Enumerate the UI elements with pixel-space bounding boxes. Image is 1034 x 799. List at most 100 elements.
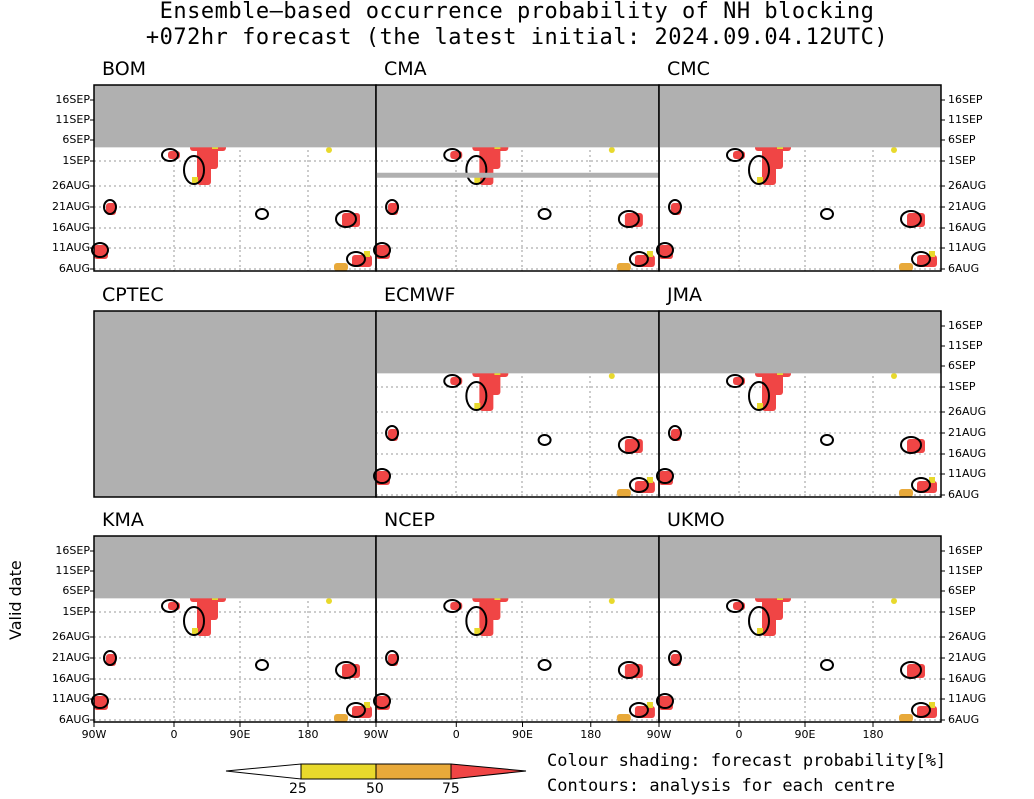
panel-label-ncep: NCEP (384, 509, 435, 531)
y-tick-label-right: 26AUG (948, 630, 987, 643)
probability-patch (891, 598, 897, 604)
analysis-contour (668, 650, 682, 666)
probability-cell (929, 477, 935, 483)
colorbar-label-75: 75 (442, 781, 460, 797)
y-tick-label-left: 21AUG (52, 651, 91, 664)
analysis-contour (628, 477, 649, 493)
y-tick-label-right: 11SEP (948, 564, 983, 577)
analysis-contour (255, 208, 269, 220)
y-tick-label-left: 6AUG (58, 713, 90, 726)
analysis-contour (911, 251, 931, 267)
panel-frame-cmc (658, 84, 942, 272)
y-tick-label-left: 6SEP (62, 584, 90, 597)
x-tick-label: 0 (452, 728, 460, 741)
y-tick-label-left: 11AUG (52, 241, 91, 254)
analysis-contour (373, 242, 392, 258)
probability-patch (769, 373, 783, 395)
panel-frame-jma (658, 310, 942, 498)
analysis-contour (911, 477, 931, 493)
y-tick-label-right: 16AUG (948, 221, 987, 234)
no-data-shading-cptec (94, 311, 376, 497)
analysis-contour (900, 661, 922, 679)
analysis-contour (465, 381, 488, 411)
no-data-shading-kma (94, 536, 376, 599)
y-tick-label-right: 16SEP (948, 93, 983, 106)
probability-cell (474, 628, 481, 634)
analysis-contour (183, 606, 205, 636)
probability-cell (757, 628, 763, 634)
panel-frame-ukmo (658, 535, 942, 723)
y-tick-label-left: 16SEP (55, 93, 90, 106)
y-tick-label-right: 16SEP (948, 319, 983, 332)
y-tick-label-right: 21AUG (948, 651, 987, 664)
analysis-contour (748, 606, 770, 636)
x-tick-label: 90E (794, 728, 816, 741)
analysis-contour (443, 374, 462, 388)
analysis-contour (617, 210, 640, 228)
analysis-contour (628, 251, 649, 267)
y-tick-label-left: 1SEP (62, 154, 90, 167)
panel-label-bom: BOM (102, 58, 147, 80)
analysis-contour (820, 659, 834, 671)
probability-patch (486, 598, 501, 620)
probability-patch (891, 147, 897, 153)
y-tick-label-right: 6SEP (948, 584, 976, 597)
analysis-contour (820, 208, 834, 220)
probability-patch (899, 714, 913, 722)
y-tick-label-right: 16AUG (948, 447, 987, 460)
probability-patch (486, 373, 501, 395)
y-tick-label-right: 1SEP (948, 380, 976, 393)
y-tick-label-left: 6SEP (62, 133, 90, 146)
y-tick-label-left: 16SEP (55, 544, 90, 557)
x-tick-label: 0 (735, 728, 743, 741)
analysis-contour (373, 468, 392, 484)
x-tick-label: 180 (862, 728, 884, 741)
y-tick-label-right: 26AUG (948, 179, 987, 192)
analysis-contour (161, 599, 179, 613)
no-data-shading-jma (659, 311, 941, 374)
probability-patch (352, 706, 372, 718)
probability-cell (929, 251, 935, 257)
analysis-contour (617, 436, 640, 454)
probability-patch (634, 706, 655, 718)
colorbar-segment-50 (375, 763, 452, 780)
y-tick-label-left: 11SEP (55, 564, 90, 577)
analysis-contour (748, 155, 770, 185)
colorbar-segment-25 (300, 763, 377, 780)
y-tick-label-right: 6AUG (948, 713, 980, 726)
chart-title-line2: +072hr forecast (the latest initial: 202… (145, 25, 889, 50)
analysis-contour (537, 434, 552, 446)
y-tick-label-left: 26AUG (52, 630, 91, 643)
panel-label-kma: KMA (102, 509, 144, 531)
analysis-contour (668, 425, 682, 441)
y-tick-label-right: 1SEP (948, 605, 976, 618)
no-data-shading-cmc (659, 85, 941, 148)
colorbar-lower-triangle (225, 763, 302, 780)
probability-cell (364, 702, 370, 708)
analysis-contour (346, 702, 366, 718)
y-tick-label-right: 11AUG (948, 241, 987, 254)
probability-patch (334, 263, 348, 271)
probability-patch (634, 255, 655, 267)
probability-patch (326, 598, 332, 604)
y-tick-label-right: 11SEP (948, 113, 983, 126)
legend-shading-text: Colour shading: forecast probability[%] (547, 751, 947, 771)
analysis-contour (335, 210, 357, 228)
x-tick-label: 180 (297, 728, 319, 741)
probability-cell (757, 403, 763, 409)
probability-cell (646, 702, 653, 708)
probability-cell (474, 403, 481, 409)
probability-patch (326, 147, 332, 153)
analysis-contour (385, 425, 400, 441)
analysis-contour (656, 468, 674, 484)
analysis-contour (465, 606, 488, 636)
probability-patch (769, 598, 783, 620)
probability-patch (616, 263, 631, 271)
probability-cell (757, 177, 763, 183)
probability-patch (769, 147, 783, 169)
analysis-contour (91, 693, 109, 709)
colorbar-label-50: 50 (366, 781, 384, 797)
probability-patch (334, 714, 348, 722)
analysis-contour (91, 242, 109, 258)
